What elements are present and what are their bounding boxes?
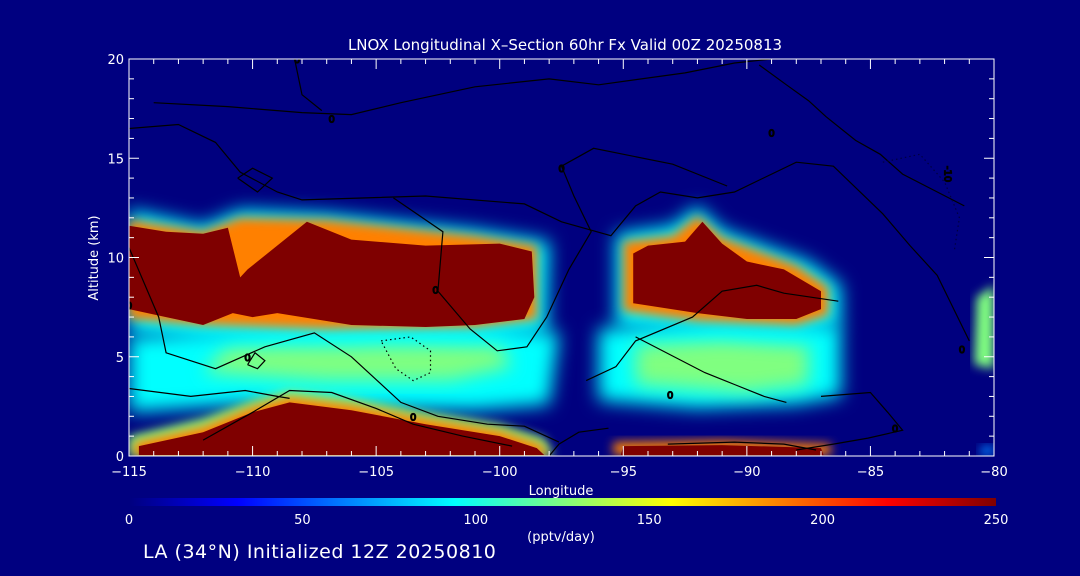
contour-line — [667, 441, 817, 451]
x-tick-label: −115 — [111, 465, 147, 480]
y-tick-label: 15 — [107, 152, 124, 167]
contour-line — [202, 389, 513, 447]
surface-central-core — [620, 445, 824, 455]
contour-label: 0 — [432, 285, 438, 296]
mid-central-layer-core — [635, 338, 809, 393]
contour-line — [129, 387, 290, 399]
x-tick-label: −80 — [980, 465, 1007, 480]
contour-label: 0 — [558, 164, 564, 175]
contour-label: -10 — [942, 166, 953, 182]
contour-label: 0 — [892, 424, 898, 435]
contour-label: 0 — [329, 115, 335, 126]
colorbar: 0 50 100 150 200 250 — [125, 498, 1009, 528]
contour-lines: 0 0 0 0 0 0 0 0 0 0 0 -10 — [126, 55, 970, 456]
surface-west-core — [138, 402, 545, 455]
surface-east-edge — [979, 446, 994, 455]
contour-label: 0 — [244, 353, 250, 364]
y-tick-label: 10 — [107, 252, 124, 267]
upper-east-edge — [974, 285, 994, 369]
x-tick-label: −110 — [235, 465, 271, 480]
x-tick-label: −90 — [733, 465, 760, 480]
x-axis-label: Longitude — [529, 484, 594, 499]
contour-label: 0 — [667, 391, 673, 402]
contour-line — [129, 247, 560, 443]
contour-label: 0 — [768, 128, 774, 139]
plot-area: 0 0 0 0 0 0 0 0 0 0 0 -10 — [126, 55, 994, 456]
contour-line — [294, 59, 323, 112]
y-tick-label: 20 — [107, 53, 124, 68]
colorbar-tick-label: 0 — [125, 513, 133, 528]
contour-line — [796, 391, 904, 451]
colorbar-label: (pptv/day) — [527, 530, 595, 545]
contour-line — [635, 336, 787, 403]
upper-central-core — [633, 221, 821, 319]
x-tick-label: −85 — [857, 465, 884, 480]
contour-label: 0 — [126, 301, 132, 312]
chart-title: LNOX Longitudinal X–Section 60hr Fx Vali… — [348, 36, 782, 54]
init-footer: LA (34°N) Initialized 12Z 20250810 — [143, 541, 497, 563]
contour-line — [129, 123, 970, 342]
x-tick-label: −105 — [358, 465, 394, 480]
y-tick-label: 5 — [116, 351, 124, 366]
upper-west-core — [129, 221, 535, 327]
mid-west-layer-core — [203, 336, 513, 381]
colorbar-tick-label: 50 — [294, 513, 311, 528]
x-tick-label: −95 — [610, 465, 637, 480]
colorbar-tick-label: 150 — [637, 513, 662, 528]
contour-line — [585, 284, 839, 382]
colorbar-strip — [129, 498, 996, 506]
contour-label: 0 — [294, 55, 300, 66]
contour-line — [153, 59, 772, 116]
colorbar-tick-label: 100 — [463, 513, 488, 528]
contour-line — [393, 147, 728, 352]
contour-line — [758, 64, 965, 207]
y-axis-label: Altitude (km) — [87, 215, 102, 300]
colorbar-tick-label: 250 — [984, 513, 1009, 528]
contour-label: 0 — [959, 345, 965, 356]
contour-line — [548, 427, 609, 456]
y-tick-label: 0 — [116, 450, 124, 465]
x-tick-label: −100 — [482, 465, 518, 480]
axes: −115 −110 −105 −100 −95 −90 −85 −80 0 5 10 15 20 — [107, 53, 1007, 480]
contour-label: 0 — [410, 412, 416, 423]
contour-line — [237, 167, 274, 193]
lnox-field — [129, 205, 994, 456]
contour-line — [247, 351, 266, 370]
colorbar-tick-label: 200 — [810, 513, 835, 528]
